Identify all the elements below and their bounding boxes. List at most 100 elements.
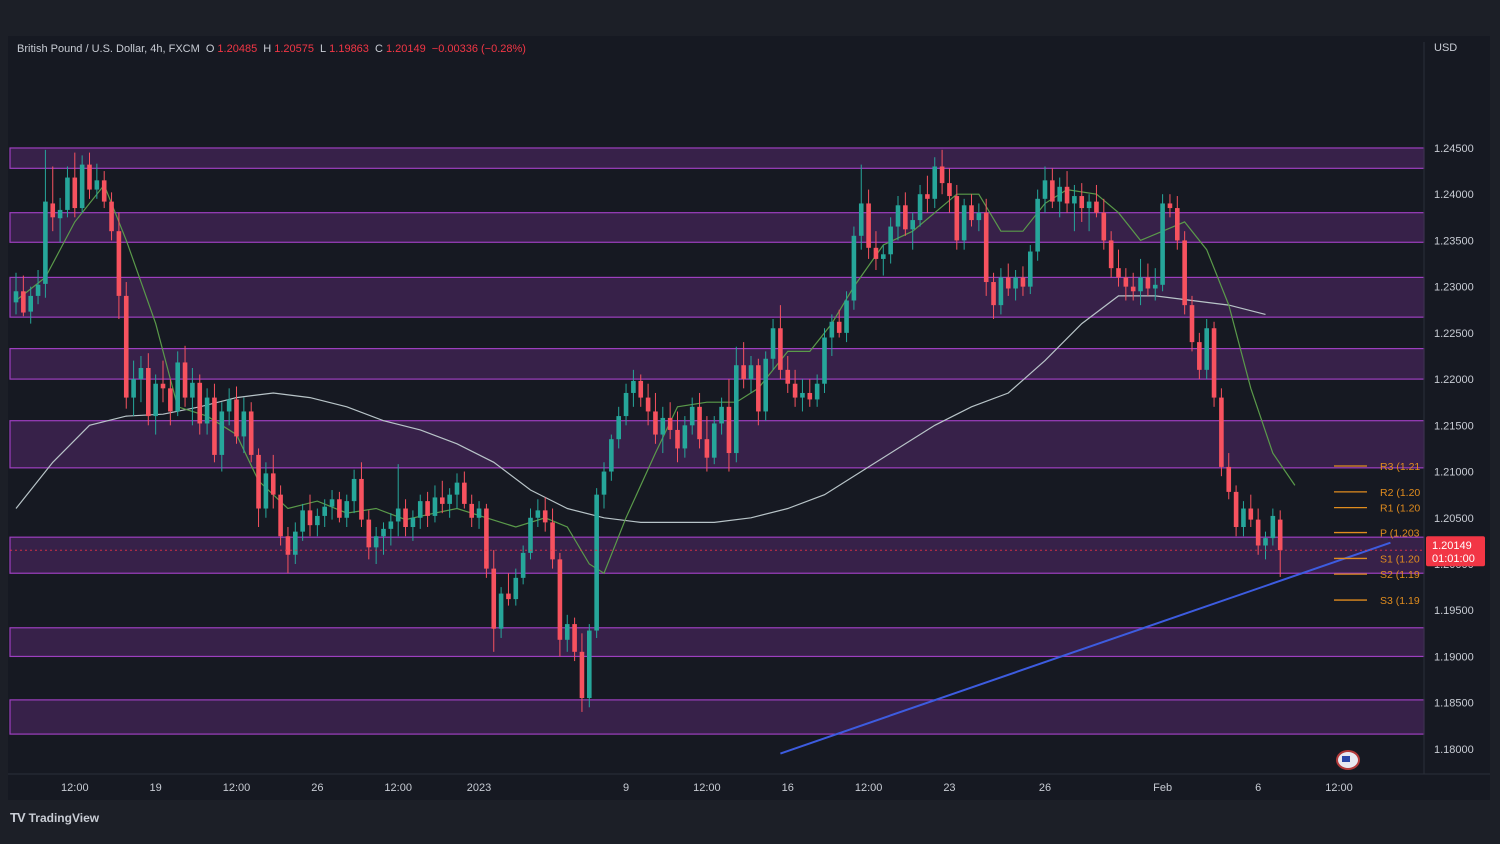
candle-body [1072, 196, 1077, 204]
candle-body [293, 531, 298, 555]
us-flag-icon[interactable] [1336, 750, 1360, 770]
y-tick-label: 1.22500 [1434, 328, 1474, 340]
candle-body [219, 411, 225, 455]
candle-body [506, 593, 511, 600]
candle-body [1123, 277, 1129, 287]
candle-body [550, 522, 555, 560]
candle-body [1197, 342, 1202, 370]
candle-body [800, 392, 805, 398]
candle-body [822, 337, 827, 384]
pivot-label: S2 (1.19 [1380, 569, 1420, 581]
y-tick-label: 1.21000 [1434, 467, 1474, 479]
candle-body [858, 203, 864, 236]
candle-body [146, 368, 151, 417]
open-label: O [205, 43, 215, 55]
candle-body [1255, 519, 1261, 546]
candle-body [932, 166, 938, 199]
candle-body [410, 517, 416, 528]
pivot-label: R2 (1.20 [1380, 487, 1420, 499]
candle-body [594, 494, 599, 631]
candle-body [153, 383, 158, 417]
y-tick-label: 1.23000 [1434, 282, 1474, 294]
candle-body [660, 417, 666, 435]
candle-body [417, 501, 423, 518]
chart-area[interactable]: R3 (1.21 R2 (1.20 R1 (1.20 P (1.203 S1 (1.20… [8, 36, 1490, 800]
currency-label[interactable]: USD [1434, 42, 1458, 54]
resistance-support-zone [9, 347, 1425, 380]
resistance-support-zone [9, 212, 1425, 243]
low-label: L [320, 43, 327, 55]
candle-body [1086, 201, 1092, 209]
candle-body [785, 369, 791, 384]
candle-body [432, 497, 438, 516]
candle-body [969, 205, 974, 221]
candle-body [484, 508, 489, 569]
candle-body [535, 510, 541, 518]
change-value: −0.00336 (−0.28%) [431, 43, 526, 55]
candle-body [836, 321, 842, 333]
countdown-value: 01:01:00 [1432, 553, 1475, 565]
candle-body [65, 177, 70, 210]
candle-body [212, 397, 217, 455]
candle-body [1248, 508, 1254, 520]
candle-body [1182, 240, 1187, 306]
candle-body [976, 212, 982, 221]
brand-name: TradingView [28, 810, 100, 825]
y-tick-label: 1.24500 [1434, 143, 1474, 155]
candle-body [278, 494, 283, 537]
candle-body [1160, 203, 1165, 285]
candle-body [1013, 277, 1018, 289]
y-tick-label: 1.22000 [1434, 374, 1474, 386]
candle-body [1020, 277, 1026, 287]
candle-body [631, 380, 636, 393]
candle-body [366, 519, 372, 548]
x-tick-label: 26 [311, 782, 323, 794]
resistance-support-zone [9, 420, 1425, 469]
candle-body [675, 429, 680, 449]
candle-body [616, 416, 621, 440]
candle-body [50, 203, 56, 218]
candle-body [983, 212, 989, 283]
candle-body [123, 295, 129, 398]
x-tick-label: 12:00 [61, 782, 89, 794]
candle-body [954, 196, 960, 241]
candle-body [542, 510, 548, 523]
last-price-value: 1.20149 [1432, 540, 1472, 552]
candle-body [1094, 201, 1099, 213]
candle-body [925, 194, 930, 199]
open-value: 1.20485 [217, 43, 258, 55]
x-tick-label: 2023 [467, 782, 491, 794]
candle-body [1175, 208, 1180, 241]
low-value: 1.19863 [329, 43, 369, 55]
candle-body [792, 383, 798, 398]
candle-body [1270, 515, 1276, 539]
candle-body [109, 201, 114, 232]
candle-body [35, 284, 41, 296]
candle-body [285, 536, 291, 555]
tradingview-logo[interactable]: TV TradingView [10, 810, 99, 825]
candle-body [734, 365, 739, 454]
candle-body [1152, 284, 1158, 289]
y-tick-label: 1.20500 [1434, 513, 1474, 525]
candle-body [763, 358, 768, 412]
resistance-support-zone [9, 627, 1425, 658]
candle-body [1211, 328, 1217, 398]
candle-body [741, 365, 746, 380]
candle-body [726, 406, 732, 454]
candle-body [1101, 212, 1107, 241]
candle-body [79, 164, 85, 209]
candle-body [94, 180, 100, 190]
candle-body [226, 399, 232, 412]
candle-body [1064, 186, 1070, 204]
candle-body [395, 508, 401, 522]
candle-body [1189, 305, 1195, 343]
candle-body [579, 651, 585, 699]
price-chart[interactable]: R3 (1.21 R2 (1.20 R1 (1.20 P (1.203 S1 (1.20… [8, 36, 1490, 800]
candle-body [1035, 198, 1040, 252]
candle-body [21, 291, 26, 313]
candle-body [829, 321, 835, 338]
tradingview-icon: TV [10, 810, 26, 825]
candle-body [307, 510, 313, 526]
high-value: 1.20575 [274, 43, 314, 55]
symbol-name[interactable]: British Pound / U.S. Dollar, 4h, FXCM [17, 43, 200, 55]
